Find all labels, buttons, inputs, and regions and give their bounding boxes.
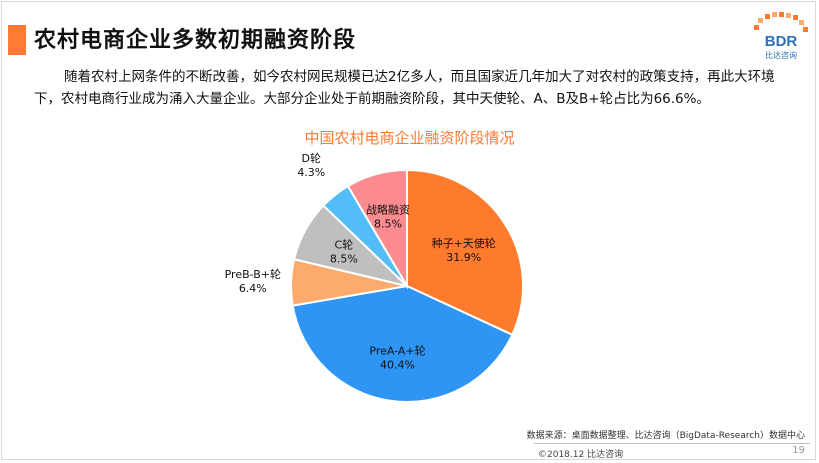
slice-value-label: 4.3%	[297, 166, 325, 179]
slice-label-3: C轮8.5%	[330, 238, 358, 266]
slice-name-label: PreA-A+轮	[369, 343, 425, 357]
page-number: 19	[792, 445, 805, 456]
bdr-logo: BDR 比达咨询	[754, 12, 808, 60]
slice-value-label: 8.5%	[374, 218, 402, 231]
slice-name-label: D轮	[302, 151, 321, 165]
pie-slice-5	[346, 168, 408, 290]
slice-label-1: PreA-A+轮40.4%	[369, 343, 425, 371]
slice-value-label: 40.4%	[380, 358, 415, 371]
pie-slice-0	[406, 168, 524, 337]
slice-label-2: PreB-B+轮6.4%	[225, 267, 281, 295]
slice-value-label: 6.4%	[239, 282, 267, 295]
chart-title: 中国农村电商企业融资阶段情况	[304, 129, 515, 147]
title-accent-bar	[8, 25, 26, 55]
slice-name-label: 战略融资	[366, 203, 410, 217]
slice-value-label: 8.5%	[330, 253, 358, 266]
page-title: 农村电商企业多数初期融资阶段	[34, 28, 357, 53]
logo-sunburst-icon	[754, 12, 808, 32]
pie-slice-1	[291, 284, 514, 403]
data-source-note: 数据来源：桌面数据整理、比达咨询（BigData-Research）数据中心	[526, 431, 805, 441]
slice-label-4: D轮4.3%	[297, 151, 325, 179]
slice-value-label: 31.9%	[446, 251, 481, 264]
copyright-text: ©2018.12 比达咨询	[538, 450, 624, 460]
footer-divider	[534, 443, 810, 444]
intro-paragraph: 随着农村上网条件的不断改善，如今农村网民规模已达2亿多人，而且国家近几年加大了对…	[34, 69, 775, 107]
logo-text: BDR	[765, 33, 798, 50]
slice-name-label: 种子+天使轮	[432, 236, 496, 250]
slice-name-label: PreB-B+轮	[225, 267, 281, 281]
slice-name-label: C轮	[335, 238, 354, 252]
logo-subtext: 比达咨询	[765, 50, 797, 60]
